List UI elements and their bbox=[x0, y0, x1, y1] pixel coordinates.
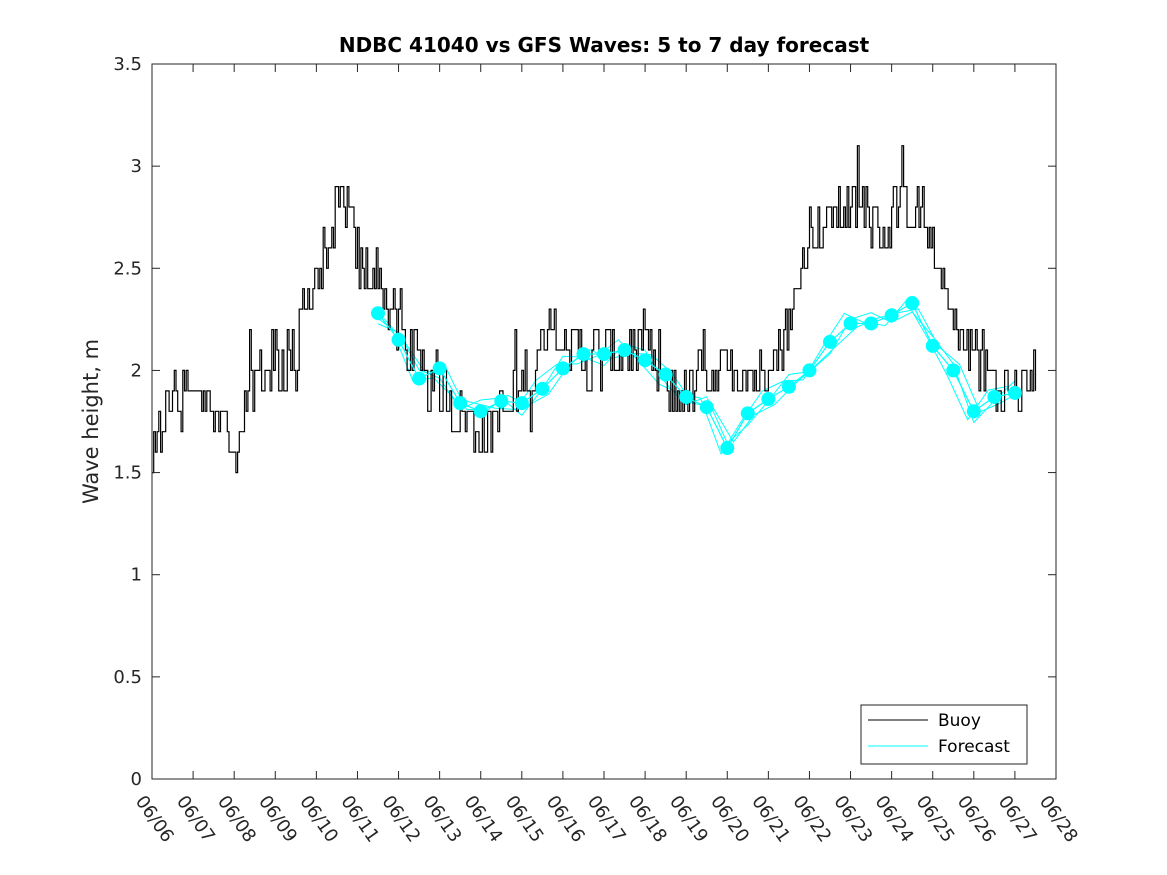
y-tick-label: 2 bbox=[131, 360, 142, 381]
chart-title: NDBC 41040 vs GFS Waves: 5 to 7 day fore… bbox=[339, 33, 870, 57]
forecast-point bbox=[843, 316, 858, 331]
x-tick-label: 06/24 bbox=[871, 792, 918, 847]
forecast-series-layer bbox=[371, 296, 1022, 456]
forecast-point bbox=[617, 343, 632, 357]
y-tick-label: 3 bbox=[131, 156, 142, 177]
forecast-point bbox=[823, 334, 837, 349]
x-tick-label: 06/07 bbox=[172, 792, 219, 847]
forecast-point bbox=[597, 347, 611, 362]
legend-label-buoy: Buoy bbox=[938, 711, 981, 731]
x-tick-label: 06/26 bbox=[953, 792, 1000, 847]
forecast-point bbox=[514, 396, 529, 411]
forecast-run-line bbox=[383, 308, 1022, 443]
buoy-series-line bbox=[152, 145, 1037, 474]
axes-layer bbox=[151, 63, 1057, 780]
y-tick-label: 1.5 bbox=[113, 463, 142, 484]
forecast-point bbox=[720, 441, 735, 456]
forecast-point bbox=[453, 396, 468, 411]
forecast-point bbox=[371, 306, 385, 321]
y-axis-ticks: 0 0.5 1 1.5 2 2.5 3 3.5 bbox=[113, 54, 1056, 790]
x-tick-label: 06/12 bbox=[377, 792, 424, 847]
y-tick-label: 0.5 bbox=[113, 667, 142, 688]
forecast-point bbox=[761, 392, 776, 407]
forecast-point bbox=[781, 379, 796, 394]
forecast-point bbox=[740, 406, 755, 421]
forecast-point bbox=[699, 400, 714, 415]
x-tick-label: 06/11 bbox=[336, 792, 383, 847]
y-axis-label: Wave height, m bbox=[79, 339, 103, 504]
x-tick-label: 06/20 bbox=[706, 792, 753, 847]
forecast-point bbox=[432, 361, 447, 376]
legend-label-forecast: Forecast bbox=[938, 737, 1010, 757]
x-tick-label: 06/09 bbox=[254, 792, 301, 847]
x-tick-label: 06/23 bbox=[829, 792, 876, 847]
forecast-point bbox=[412, 371, 427, 386]
x-tick-label: 06/19 bbox=[665, 792, 712, 847]
forecast-point bbox=[966, 404, 981, 419]
forecast-point bbox=[679, 389, 694, 404]
forecast-point bbox=[925, 338, 940, 353]
x-tick-label: 06/15 bbox=[501, 792, 548, 847]
forecast-point bbox=[494, 394, 509, 409]
forecast-point bbox=[658, 367, 673, 382]
forecast-point bbox=[638, 353, 653, 368]
x-tick-label: 06/10 bbox=[295, 792, 342, 847]
forecast-run-line bbox=[377, 311, 1016, 444]
y-tick-label: 3.5 bbox=[113, 54, 142, 75]
legend-box bbox=[860, 704, 1028, 765]
forecast-point bbox=[802, 363, 817, 378]
x-tick-label: 06/25 bbox=[912, 792, 959, 847]
x-tick-label: 06/14 bbox=[460, 792, 507, 847]
x-tick-label: 06/16 bbox=[542, 792, 589, 847]
y-tick-label: 2.5 bbox=[113, 258, 142, 279]
buoy-series-layer bbox=[152, 145, 1037, 474]
forecast-point bbox=[535, 381, 550, 396]
x-tick-label: 06/17 bbox=[583, 792, 630, 847]
forecast-point bbox=[473, 404, 488, 419]
chart-legend: Buoy Forecast bbox=[860, 704, 1028, 765]
forecast-point bbox=[946, 363, 961, 378]
x-tick-label: 06/18 bbox=[624, 792, 671, 847]
y-tick-label: 1 bbox=[131, 565, 142, 586]
y-tick-label: 0 bbox=[131, 769, 142, 790]
forecast-point bbox=[987, 389, 1002, 404]
x-tick-label: 06/06 bbox=[131, 792, 178, 847]
forecast-point bbox=[555, 361, 570, 376]
x-tick-label: 06/27 bbox=[994, 792, 1041, 847]
x-tick-label: 06/13 bbox=[419, 792, 466, 847]
x-tick-label: 06/28 bbox=[1035, 792, 1082, 847]
forecast-point bbox=[905, 296, 920, 311]
x-tick-label: 06/22 bbox=[788, 792, 835, 847]
forecast-point bbox=[1007, 385, 1022, 400]
forecast-point bbox=[391, 332, 406, 347]
x-tick-label: 06/21 bbox=[747, 792, 794, 847]
x-tick-label: 06/08 bbox=[213, 792, 260, 847]
forecast-point bbox=[576, 347, 591, 362]
forecast-point bbox=[864, 316, 879, 331]
plot-area-frame bbox=[151, 63, 1057, 780]
forecast-point bbox=[884, 308, 899, 323]
